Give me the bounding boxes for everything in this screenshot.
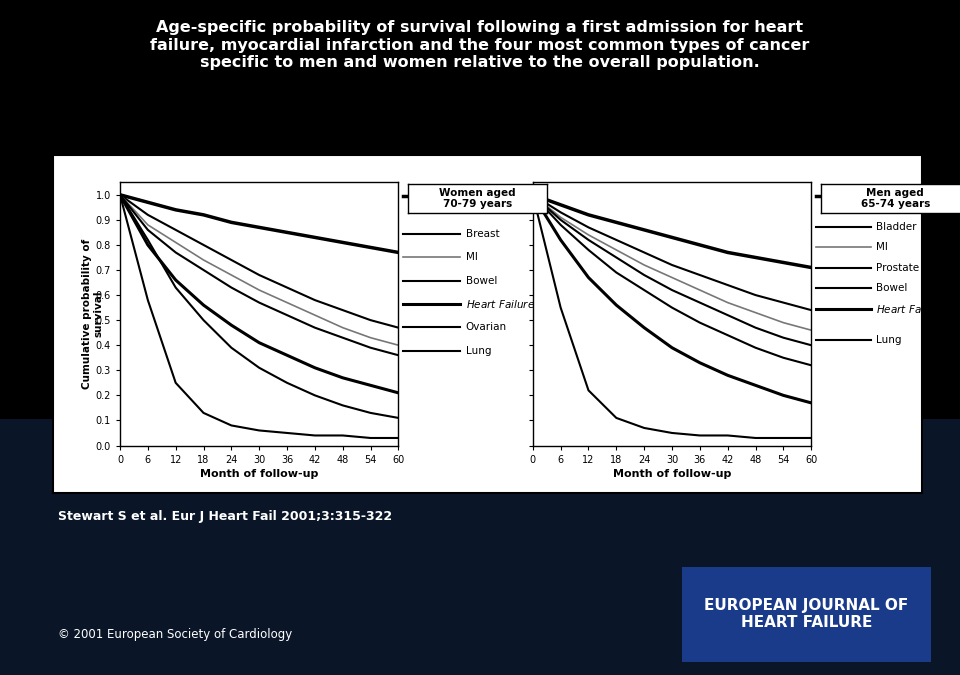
- Text: Men aged
65-74 years: Men aged 65-74 years: [860, 188, 930, 209]
- Text: MI: MI: [466, 252, 477, 262]
- Bar: [0, 0, 960, 418]
- Bar: [0, 418, 960, 675]
- Text: Population: Population: [876, 191, 931, 201]
- Text: Bladder: Bladder: [876, 222, 917, 232]
- Text: $\it{Heart\ Failure}$: $\it{Heart\ Failure}$: [466, 298, 535, 310]
- Text: Bowel: Bowel: [466, 275, 497, 286]
- X-axis label: Month of follow-up: Month of follow-up: [612, 468, 732, 479]
- Text: Prostate: Prostate: [876, 263, 920, 273]
- Text: EUROPEAN JOURNAL OF
HEART FAILURE: EUROPEAN JOURNAL OF HEART FAILURE: [705, 598, 908, 630]
- Text: Age-specific probability of survival following a first admission for heart
failu: Age-specific probability of survival fol…: [151, 20, 809, 70]
- Text: Lung: Lung: [466, 346, 492, 356]
- Text: Women aged
70-79 years: Women aged 70-79 years: [440, 188, 516, 209]
- Text: Ovarian: Ovarian: [466, 323, 507, 333]
- Text: MI: MI: [876, 242, 888, 252]
- Text: $\it{Heart\ Failure}$: $\it{Heart\ Failure}$: [876, 303, 946, 315]
- Text: Population: Population: [466, 191, 520, 201]
- Text: Breast: Breast: [466, 229, 499, 238]
- Y-axis label: Cumulative probability of
survival: Cumulative probability of survival: [82, 239, 104, 389]
- Text: Bowel: Bowel: [876, 284, 907, 294]
- Text: Lung: Lung: [876, 335, 901, 345]
- X-axis label: Month of follow-up: Month of follow-up: [200, 468, 319, 479]
- Text: © 2001 European Society of Cardiology: © 2001 European Society of Cardiology: [58, 628, 292, 641]
- Text: Stewart S et al. Eur J Heart Fail 2001;3:315-322: Stewart S et al. Eur J Heart Fail 2001;3…: [58, 510, 392, 522]
